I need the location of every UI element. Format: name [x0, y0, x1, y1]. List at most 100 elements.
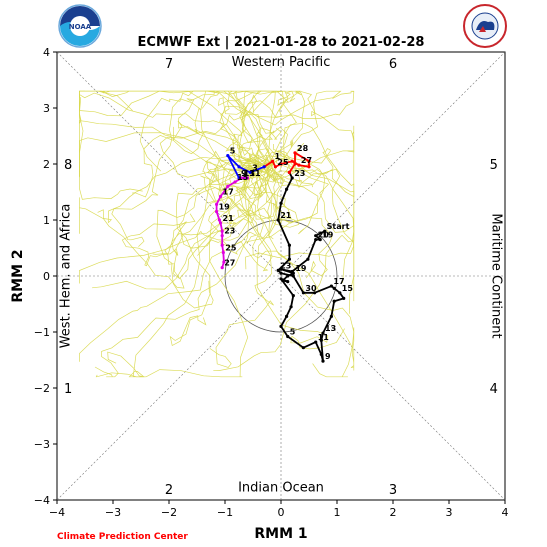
observed-point: [276, 268, 280, 272]
ensemble-member-line: [257, 163, 355, 371]
forecast-blue-point: [226, 154, 230, 158]
observed-day-label: 5: [290, 327, 296, 336]
y-axis-label: RMM 2: [10, 249, 26, 302]
observed-day-label: Start: [327, 222, 350, 231]
observed-point: [279, 324, 283, 328]
ensemble-member-line: [219, 162, 273, 272]
forecast-blue-point: [237, 165, 241, 169]
forecast-blue-day-label: 9: [241, 169, 247, 178]
region-labels: Western Pacific Indian Ocean West. Hem. an…: [58, 55, 503, 496]
forecast-magenta-point: [220, 234, 224, 238]
ensemble-member-line: [121, 166, 260, 267]
observed-point: [314, 238, 318, 242]
y-tick-label: −3: [34, 438, 50, 451]
observed-point: [291, 294, 295, 298]
phase-number: 1: [64, 382, 72, 397]
phase-number: 6: [389, 57, 397, 72]
noaa-logo: NOAA: [58, 4, 102, 48]
forecast-red-day-label: 25: [277, 158, 289, 167]
ensemble-member-line: [131, 114, 275, 198]
y-tick-label: −4: [34, 494, 50, 507]
observed-day-label: 23: [280, 261, 291, 270]
phase-number: 3: [389, 483, 397, 498]
x-tick-label: −1: [217, 506, 233, 519]
forecast-blue-point: [248, 170, 252, 174]
observed-point: [279, 267, 283, 271]
observed-day-label: 19: [295, 264, 307, 273]
x-tick-label: 4: [502, 506, 509, 519]
ensemble-member-line: [173, 90, 263, 181]
observed-point: [285, 187, 289, 191]
observed-point: [329, 284, 333, 288]
observed-point: [323, 229, 327, 233]
observed-point: [332, 299, 336, 303]
observed-day-label: 23: [294, 169, 305, 178]
observed-point: [319, 338, 323, 342]
ensemble-member-line: [202, 154, 258, 204]
observed-point: [314, 234, 318, 238]
forecast-magenta-point: [220, 266, 224, 270]
forecast-magenta-point: [220, 243, 224, 247]
forecast-red-point: [273, 165, 277, 169]
observed-point: [285, 314, 289, 318]
forecast-red-point: [307, 165, 311, 169]
x-tick-label: 2: [390, 506, 397, 519]
y-tick-label: −1: [34, 326, 50, 339]
observed-day-label: 11: [318, 333, 330, 342]
x-tick-label: −4: [49, 506, 65, 519]
x-axis-label: RMM 1: [254, 526, 307, 542]
forecast-magenta-day-label: 27: [224, 259, 235, 268]
forecast-magenta-point: [245, 176, 249, 180]
observed-point: [276, 218, 280, 222]
observed-point: [289, 305, 293, 309]
x-tick-label: 1: [334, 506, 341, 519]
forecast-magenta-day-label: 15: [237, 173, 249, 182]
chart-title: ECMWF Ext | 2021-01-28 to 2021-02-28: [138, 35, 425, 50]
y-tick-label: 4: [43, 46, 50, 59]
ensemble-member-line: [92, 164, 300, 290]
ensemble-member-line: [256, 126, 355, 283]
observed-point: [319, 352, 323, 356]
ensemble-member-line: [200, 143, 305, 203]
forecast-magenta-point: [217, 218, 221, 222]
x-tick-label: 3: [446, 506, 453, 519]
ensemble-member-line: [238, 131, 355, 270]
forecast-magenta-day-label: 23: [224, 227, 235, 236]
observed-point: [279, 271, 283, 275]
observed-point: [291, 274, 295, 278]
nws-logo: [463, 4, 507, 48]
forecast-blue-point: [262, 165, 266, 169]
phase-number: 7: [165, 57, 173, 72]
x-tick-label: −3: [105, 506, 121, 519]
forecast-red-day-label: 27: [301, 156, 312, 165]
forecast-magenta-point: [221, 250, 225, 255]
forecast-magenta-point: [218, 221, 223, 225]
forecast-red-point: [287, 170, 291, 174]
ensemble-member-line: [209, 168, 274, 368]
forecast-red-point: [293, 162, 297, 166]
observed-point: [291, 271, 295, 275]
observed-day-label: 13: [325, 324, 336, 333]
region-label: Maritime Continent: [489, 213, 504, 338]
region-label: Western Pacific: [232, 55, 331, 70]
x-tick-label: 0: [278, 506, 285, 519]
ensemble-member-line: [111, 98, 261, 247]
observed-day-label: 9: [325, 352, 331, 361]
region-label: Indian Ocean: [238, 481, 324, 496]
observed-point: [279, 277, 283, 281]
forecast-blue-day-label: 5: [230, 147, 236, 156]
forecast-magenta-point: [215, 210, 219, 214]
forecast-red-day-label: 28: [297, 144, 309, 153]
observed-point: [287, 243, 291, 247]
forecast-magenta-point: [240, 176, 244, 180]
observed-point: [318, 238, 322, 242]
forecast-red-point: [293, 151, 297, 155]
observed-point: [332, 286, 336, 290]
forecast-magenta-point: [215, 202, 219, 206]
ensemble-member-line: [139, 90, 267, 172]
observed-point: [329, 314, 333, 318]
ensemble-member-line: [94, 155, 270, 378]
forecast-magenta-point: [226, 184, 230, 188]
